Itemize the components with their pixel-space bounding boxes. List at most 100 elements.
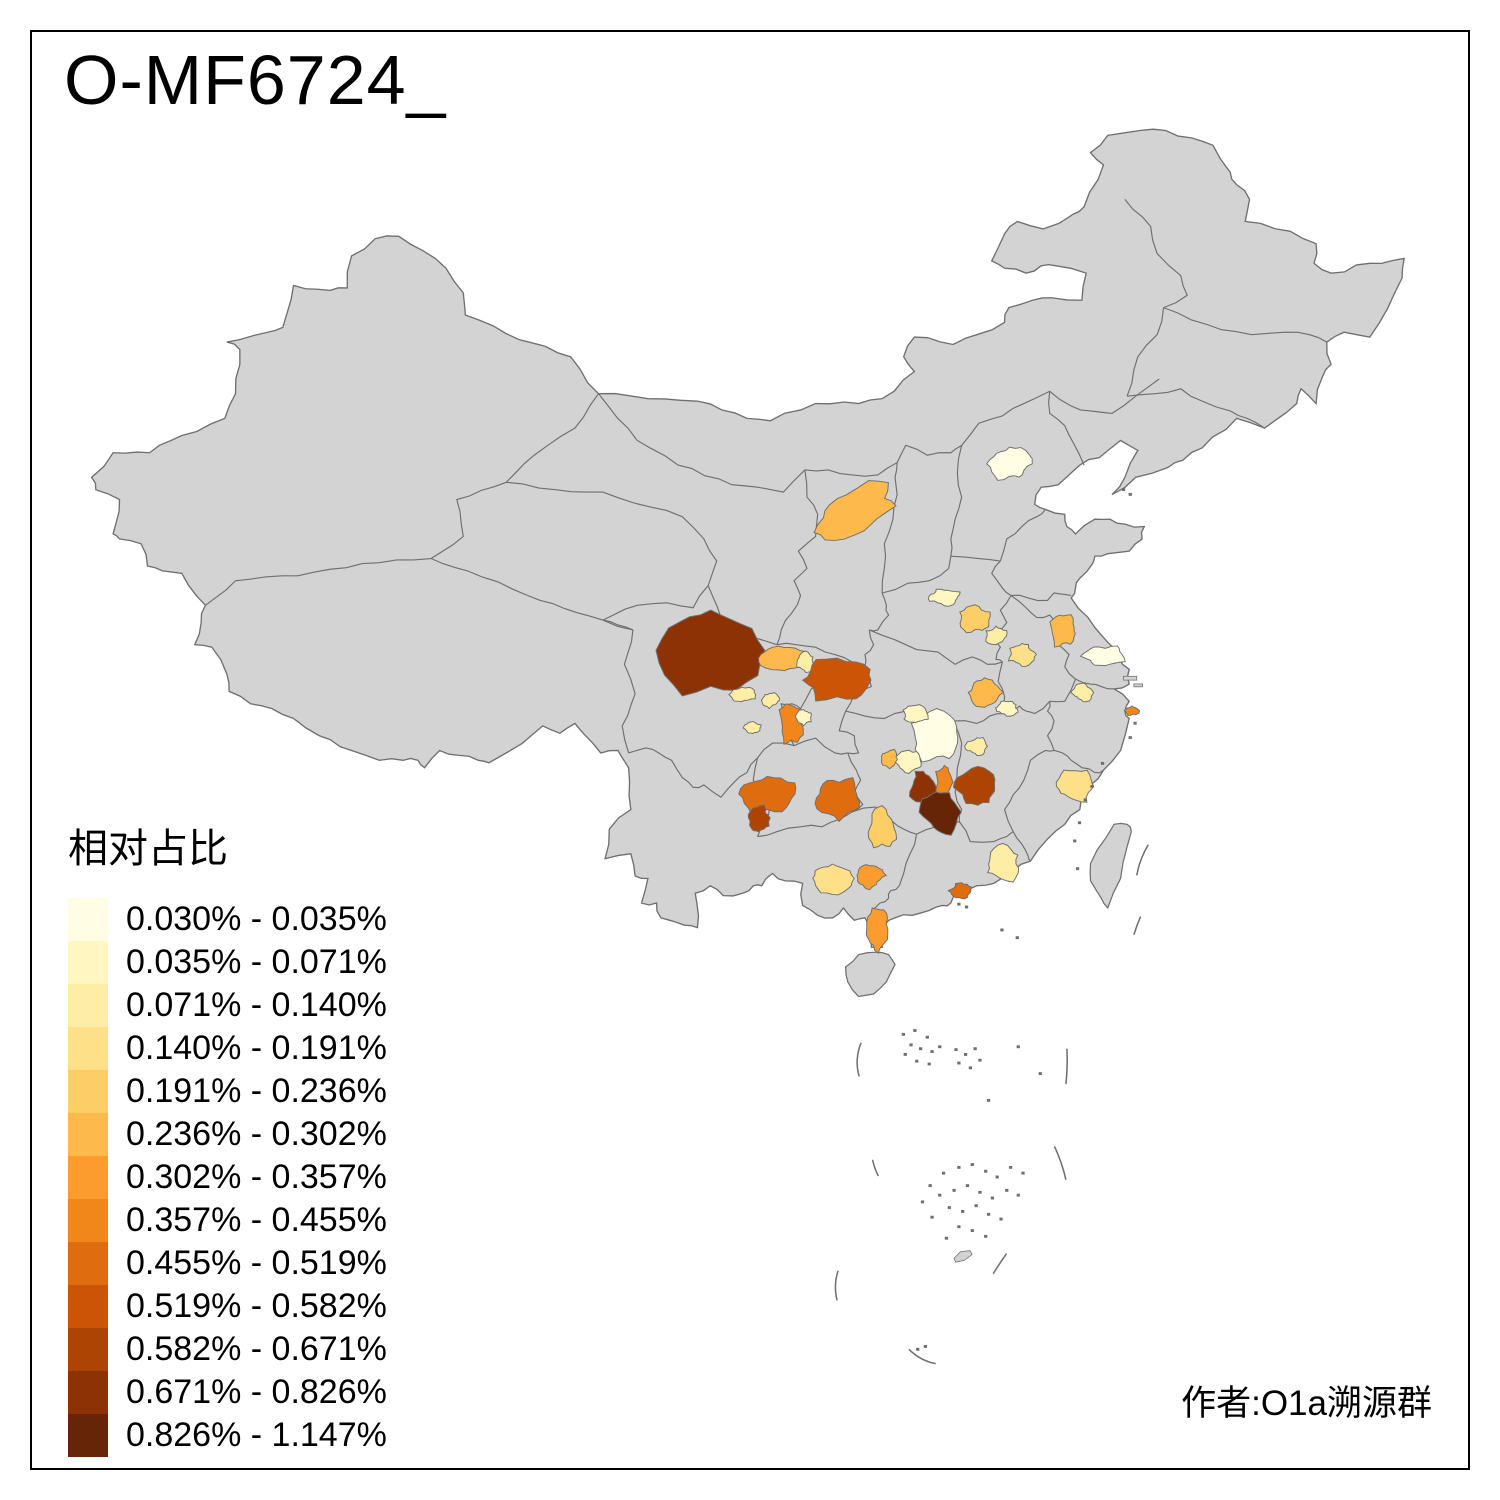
province-border	[430, 558, 634, 631]
choropleth-region	[959, 604, 991, 634]
legend-label: 0.357% - 0.455%	[126, 1201, 387, 1239]
choropleth-region	[742, 721, 762, 734]
island-speck	[965, 1184, 970, 1188]
island-speck	[944, 1236, 949, 1240]
island-speck	[1100, 761, 1105, 765]
island-speck	[909, 1043, 913, 1047]
choropleth-region	[902, 704, 929, 724]
island-speck	[978, 1058, 982, 1062]
choropleth-region	[947, 882, 972, 900]
legend-label: 0.035% - 0.071%	[126, 943, 387, 981]
choropleth-region	[760, 692, 781, 710]
island-speck	[1090, 784, 1094, 788]
island-speck	[915, 1059, 919, 1063]
province-border	[847, 752, 864, 813]
legend-row: 0.455% - 0.519%	[68, 1242, 387, 1285]
page-title: O-MF6724_	[64, 41, 447, 119]
legend-row: 0.030% - 0.035%	[68, 898, 387, 941]
island-speck	[986, 1098, 991, 1102]
province-border	[757, 737, 848, 759]
island-speck	[903, 1052, 907, 1056]
legend-label: 0.071% - 0.140%	[126, 986, 387, 1024]
choropleth-region	[738, 775, 797, 814]
legend-swatch	[68, 1070, 108, 1113]
island-speck	[901, 1032, 905, 1036]
legend-swatch	[68, 1371, 108, 1414]
island-speck	[947, 1206, 951, 1210]
coastal-islet	[1133, 683, 1143, 688]
legend-row: 0.191% - 0.236%	[68, 1070, 387, 1113]
island-speck	[923, 1344, 928, 1348]
island-speck	[916, 1347, 920, 1351]
province-border	[881, 462, 898, 594]
island-speck	[1121, 488, 1126, 492]
south-sea-islet	[953, 1250, 973, 1263]
choropleth-region	[964, 736, 989, 756]
legend-label: 0.140% - 0.191%	[126, 1029, 387, 1067]
island-speck	[930, 1050, 934, 1053]
island-speck	[957, 1165, 961, 1169]
province-border	[1053, 749, 1104, 774]
choropleth-region	[856, 864, 888, 891]
island-speck	[1005, 1188, 1009, 1192]
choropleth-region	[881, 748, 898, 770]
province-border	[999, 508, 1046, 562]
hainan-island	[844, 951, 896, 998]
choropleth-region	[1123, 705, 1141, 716]
legend-row: 0.236% - 0.302%	[68, 1113, 387, 1156]
choropleth-region	[794, 709, 812, 727]
province-border	[1011, 592, 1072, 602]
legend-row: 0.302% - 0.357%	[68, 1156, 387, 1199]
legend-swatch	[68, 1113, 108, 1156]
choropleth-region	[813, 480, 897, 541]
legend-label: 0.582% - 0.671%	[126, 1330, 387, 1368]
legend-label: 0.671% - 0.826%	[126, 1373, 387, 1411]
choropleth-region	[928, 588, 961, 607]
island-speck	[957, 1061, 961, 1065]
choropleth-region	[1070, 682, 1095, 703]
island-speck	[925, 1035, 929, 1039]
sea-dash-line	[871, 1159, 879, 1177]
legend-row: 0.826% - 1.147%	[68, 1414, 387, 1457]
island-speck	[957, 902, 961, 906]
province-border	[621, 629, 636, 754]
island-speck	[999, 1217, 1003, 1221]
choropleth-region	[865, 907, 889, 955]
island-speck	[1077, 821, 1082, 825]
choropleth-region	[994, 700, 1019, 717]
legend-swatch	[68, 1285, 108, 1328]
island-speck	[990, 1196, 995, 1200]
choropleth-region	[1007, 643, 1038, 667]
province-border	[864, 629, 875, 667]
island-speck	[995, 1175, 999, 1179]
province-border	[506, 481, 718, 621]
legend-row: 0.035% - 0.071%	[68, 941, 387, 984]
island-speck	[1000, 928, 1004, 932]
choropleth-region	[1055, 769, 1095, 803]
legend-label: 0.455% - 0.519%	[126, 1244, 387, 1282]
legend-swatch	[68, 984, 108, 1027]
island-speck	[1083, 798, 1087, 802]
figure-frame: O-MF6724_ 相对占比 0.030% - 0.035% 0.035% - 0…	[30, 30, 1470, 1470]
island-speck	[984, 1234, 988, 1238]
island-speck	[928, 1184, 932, 1188]
island-speck	[954, 1048, 958, 1052]
province-border	[1075, 678, 1115, 690]
island-speck	[986, 1212, 991, 1216]
sea-dash-line	[1136, 844, 1149, 876]
island-speck	[1075, 867, 1080, 871]
legend-title: 相对占比	[68, 827, 228, 871]
choropleth-region	[758, 645, 807, 672]
legend-label: 0.826% - 1.147%	[126, 1416, 387, 1454]
island-speck	[1008, 1165, 1013, 1169]
legend-row: 0.671% - 0.826%	[68, 1371, 387, 1414]
legend-swatch	[68, 1027, 108, 1070]
island-speck	[918, 1047, 923, 1051]
legend-row: 0.582% - 0.671%	[68, 1328, 387, 1371]
legend-label: 0.236% - 0.302%	[126, 1115, 387, 1153]
island-speck	[957, 1225, 961, 1229]
sea-dash-line	[856, 1042, 862, 1077]
legend: 相对占比 0.030% - 0.035% 0.035% - 0.071% 0.071…	[68, 816, 387, 1457]
legend-swatch	[68, 1414, 108, 1457]
province-border	[1127, 388, 1265, 429]
